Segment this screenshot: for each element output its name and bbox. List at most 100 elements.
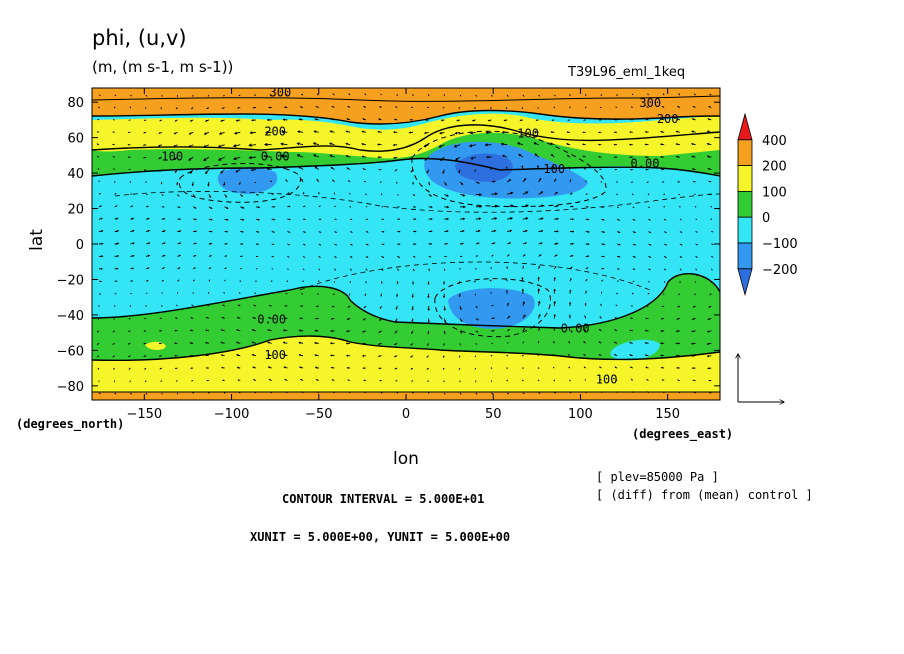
wind-vector bbox=[522, 94, 525, 97]
wind-vector bbox=[130, 254, 135, 257]
wind-vector bbox=[660, 155, 665, 158]
wind-vector bbox=[474, 169, 477, 172]
wind-vector bbox=[460, 255, 463, 258]
wind-vector bbox=[646, 106, 649, 108]
wind-vector bbox=[567, 119, 571, 121]
contour-lines bbox=[92, 95, 720, 393]
wind-vector bbox=[566, 154, 571, 158]
wind-vector bbox=[644, 156, 649, 159]
wind-vector bbox=[177, 194, 180, 197]
wind-vector bbox=[663, 206, 665, 208]
wind-vector bbox=[235, 169, 241, 173]
wind-vector bbox=[428, 268, 430, 272]
wind-vector bbox=[614, 366, 618, 369]
wind-vector bbox=[423, 131, 429, 135]
wind-vector bbox=[632, 268, 636, 270]
wind-vector bbox=[98, 205, 103, 208]
wind-vector bbox=[265, 130, 272, 134]
wind-vector bbox=[267, 329, 272, 332]
wind-vector bbox=[394, 169, 398, 172]
wind-vector bbox=[287, 205, 291, 208]
wind-vector bbox=[189, 169, 194, 174]
wind-vector bbox=[177, 230, 182, 233]
wind-vector bbox=[501, 130, 508, 134]
wind-vector bbox=[585, 267, 589, 270]
wind-vector bbox=[691, 367, 696, 370]
wind-vector bbox=[583, 341, 586, 344]
wind-vector bbox=[254, 292, 257, 295]
wind-vector bbox=[583, 353, 586, 357]
wind-vector bbox=[114, 392, 117, 395]
wind-vector bbox=[97, 367, 100, 370]
wind-vector bbox=[470, 156, 476, 160]
wind-vector bbox=[662, 293, 665, 296]
wind-vector bbox=[329, 342, 335, 345]
wind-vector bbox=[268, 378, 272, 381]
wind-vector bbox=[395, 305, 398, 310]
wind-vector bbox=[381, 256, 385, 258]
wind-vector bbox=[519, 119, 523, 122]
wind-vector bbox=[177, 267, 181, 270]
wind-vector bbox=[301, 178, 304, 183]
wind-vector bbox=[506, 315, 511, 319]
wind-vector bbox=[282, 118, 288, 121]
wind-vector bbox=[428, 218, 433, 221]
wind-vector bbox=[458, 367, 461, 370]
wind-vector bbox=[505, 107, 508, 110]
wind-vector bbox=[395, 318, 398, 322]
wind-vector bbox=[460, 217, 466, 221]
wind-vector bbox=[582, 131, 586, 134]
wind-vector bbox=[522, 379, 524, 382]
wind-vector bbox=[192, 267, 196, 270]
chart-title: phi, (u,v) bbox=[92, 26, 187, 50]
wind-vector bbox=[176, 181, 179, 186]
wind-vector bbox=[598, 341, 602, 344]
wind-vector bbox=[254, 181, 257, 184]
wind-vector bbox=[711, 231, 714, 233]
wind-vector bbox=[112, 156, 115, 158]
wind-vector bbox=[473, 280, 476, 283]
x-axis-label: lon bbox=[393, 449, 419, 469]
wind-vector bbox=[192, 194, 196, 198]
wind-vector bbox=[491, 204, 499, 208]
wind-vector bbox=[616, 243, 621, 246]
wind-vector bbox=[271, 193, 275, 195]
wind-vector bbox=[444, 193, 449, 197]
wind-vector bbox=[208, 230, 213, 233]
wind-vector bbox=[174, 329, 178, 332]
wind-vector bbox=[127, 342, 131, 345]
wind-vector bbox=[599, 316, 602, 319]
wind-vector bbox=[443, 94, 446, 96]
wind-vector bbox=[252, 379, 257, 381]
wind-vector bbox=[345, 142, 351, 146]
contour-interval-text: CONTOUR INTERVAL = 5.000E+01 bbox=[282, 492, 484, 506]
x-unit-label: (degrees_east) bbox=[632, 427, 733, 442]
region-nh-orange bbox=[92, 88, 720, 124]
wind-vector bbox=[96, 143, 100, 146]
wind-vector bbox=[491, 392, 494, 395]
wind-vector bbox=[282, 166, 288, 170]
wind-vector bbox=[255, 231, 260, 233]
wind-vector bbox=[346, 366, 351, 369]
wind-vector bbox=[268, 304, 272, 307]
wind-vector bbox=[553, 379, 555, 382]
wind-vector bbox=[412, 255, 416, 258]
wind-vector bbox=[554, 205, 559, 208]
wind-vector bbox=[397, 206, 400, 208]
wind-vector bbox=[315, 106, 319, 108]
wind-vector bbox=[616, 218, 621, 221]
wind-vector bbox=[173, 131, 178, 135]
wind-vector bbox=[302, 231, 306, 233]
wind-vector bbox=[601, 255, 606, 258]
wind-vector bbox=[507, 229, 513, 233]
wind-vector bbox=[158, 355, 162, 357]
wind-vector bbox=[660, 329, 665, 332]
wind-vector bbox=[127, 131, 131, 134]
wind-vector bbox=[202, 144, 210, 148]
wind-vector bbox=[158, 156, 163, 160]
contour-label: 200 bbox=[264, 125, 286, 139]
region-nh-low-core bbox=[455, 153, 513, 182]
wind-vector bbox=[569, 277, 572, 282]
wind-vector bbox=[598, 328, 602, 332]
wind-vector bbox=[96, 342, 100, 345]
